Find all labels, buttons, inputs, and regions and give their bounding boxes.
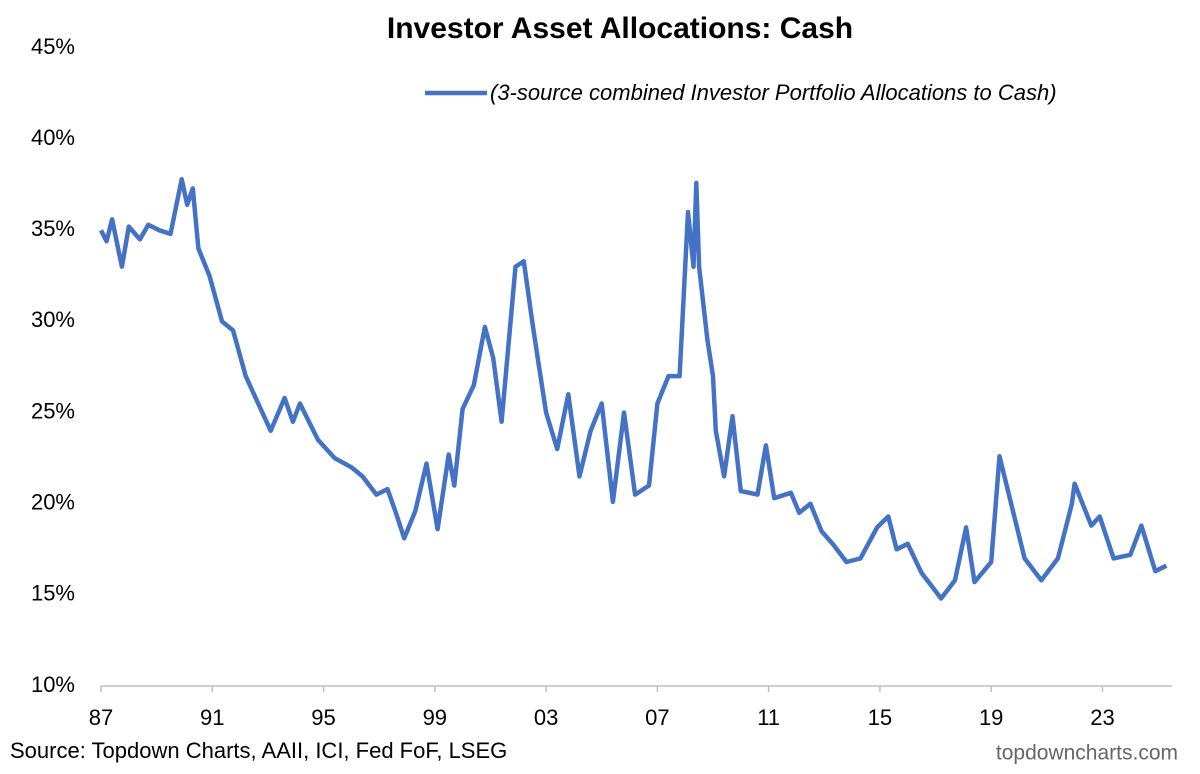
x-tick-label: 15 <box>868 705 892 730</box>
y-tick-label: 25% <box>31 398 75 423</box>
y-tick-label: 45% <box>31 34 75 59</box>
x-tick-label: 03 <box>534 705 558 730</box>
x-tick-label: 87 <box>89 705 113 730</box>
x-tick-label: 99 <box>423 705 447 730</box>
y-tick-label: 35% <box>31 216 75 241</box>
y-tick-label: 30% <box>31 307 75 332</box>
x-tick-label: 91 <box>200 705 224 730</box>
x-tick-label: 11 <box>757 705 780 730</box>
x-tick-label: 95 <box>311 705 335 730</box>
watermark: topdowncharts.com <box>996 742 1178 765</box>
y-tick-label: 40% <box>31 125 75 150</box>
legend-label: (3-source combined Investor Portfolio Al… <box>490 80 1057 105</box>
y-tick-label: 20% <box>31 490 75 515</box>
x-tick-label: 23 <box>1090 705 1114 730</box>
x-tick-label: 19 <box>979 705 1003 730</box>
source: Source: Topdown Charts, AAII, ICI, Fed F… <box>10 738 507 763</box>
y-tick-label: 15% <box>31 581 75 606</box>
series-line <box>98 176 1168 601</box>
chart-title: Investor Asset Allocations: Cash <box>387 12 853 45</box>
x-tick-label: 07 <box>645 705 669 730</box>
y-tick-label: 10% <box>31 672 75 697</box>
